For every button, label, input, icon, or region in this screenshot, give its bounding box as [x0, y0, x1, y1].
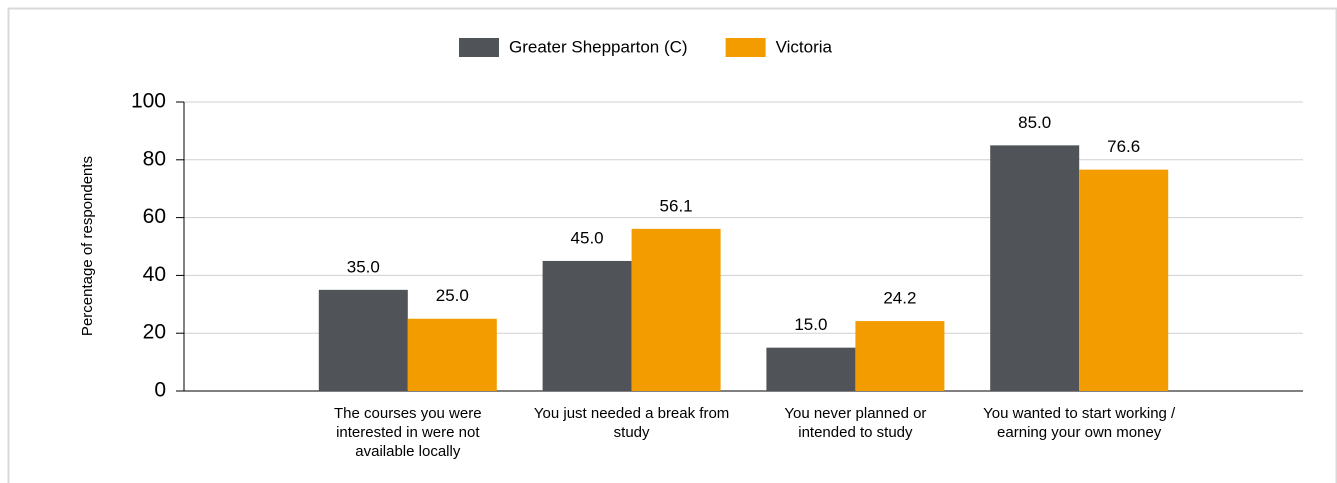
- y-tick-label: 40: [143, 263, 166, 286]
- bar: [407, 318, 497, 391]
- data-label: 45.0: [571, 228, 604, 247]
- legend-label: Greater Shepparton (C): [509, 37, 688, 56]
- y-tick-label: 20: [143, 321, 166, 344]
- x-tick-label: The courses you were interested in were …: [334, 405, 482, 460]
- bar: [1079, 169, 1169, 391]
- data-label: 56.1: [660, 196, 693, 215]
- bar: [542, 260, 632, 391]
- y-axis-label: Percentage of respondents: [79, 156, 96, 336]
- data-label: 15.0: [794, 315, 827, 334]
- legend-label: Victoria: [776, 37, 833, 56]
- bar: [855, 321, 945, 391]
- data-label: 85.0: [1018, 113, 1051, 132]
- data-label: 76.6: [1107, 137, 1140, 156]
- x-tick-label: You never planned or intended to study: [784, 405, 927, 441]
- data-label: 35.0: [347, 257, 380, 276]
- x-tick-label: You just needed a break from study: [533, 405, 730, 441]
- y-tick-label: 0: [154, 379, 166, 402]
- legend-swatch: [459, 38, 499, 57]
- y-tick-label: 80: [143, 147, 166, 170]
- data-label: 24.2: [883, 289, 916, 308]
- x-tick-label: You wanted to start working / earning yo…: [983, 405, 1176, 441]
- bar: [318, 289, 408, 391]
- y-tick-label: 60: [143, 205, 166, 228]
- data-label: 25.0: [436, 286, 469, 305]
- bar: [631, 228, 721, 391]
- legend-swatch: [725, 38, 766, 57]
- bar: [990, 145, 1080, 391]
- y-tick-label: 100: [131, 90, 166, 113]
- bar: [766, 347, 856, 391]
